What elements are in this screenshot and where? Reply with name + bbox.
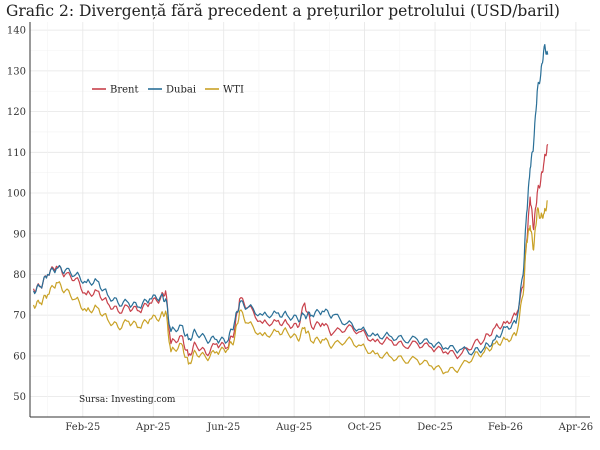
y-tick-label: 130 xyxy=(7,66,26,77)
x-tick-label: Feb-25 xyxy=(65,422,100,433)
y-tick-label: 60 xyxy=(13,351,26,362)
y-tick-label: 70 xyxy=(13,311,26,322)
y-tick-label: 110 xyxy=(7,148,26,159)
x-tick-label: Dec-25 xyxy=(417,422,453,433)
chart-title: Grafic 2: Divergență fără precedent a pr… xyxy=(6,2,560,20)
axis-layer: 50 60 70 80 90 100 110 120 130 140 Feb-25 Apr-25 Jun… xyxy=(7,22,593,433)
source-note: Sursa: Investing.com xyxy=(79,395,176,405)
x-tick-label: Jun-25 xyxy=(206,422,240,433)
series-line-wti xyxy=(32,200,548,375)
x-tick-label: Oct-25 xyxy=(348,422,382,433)
x-tick-label: Feb-26 xyxy=(488,422,523,433)
y-tick-label: 80 xyxy=(13,270,26,281)
plot-background xyxy=(30,22,590,417)
legend: Brent Dubai WTI xyxy=(92,85,244,96)
series-layer xyxy=(32,44,549,375)
y-tick-label: 140 xyxy=(7,26,26,37)
legend-label-dubai: Dubai xyxy=(166,85,196,96)
legend-label-wti: WTI xyxy=(223,85,244,96)
x-tick-label: Apr-25 xyxy=(135,422,171,433)
series-line-dubai xyxy=(32,44,549,356)
y-tick-label: 50 xyxy=(13,392,26,403)
y-tick-label: 120 xyxy=(7,107,26,118)
series-line-brent xyxy=(32,143,549,360)
y-tick-label: 100 xyxy=(7,189,26,200)
y-tick-label: 90 xyxy=(13,229,26,240)
legend-label-brent: Brent xyxy=(110,85,139,96)
x-tick-label: Aug-25 xyxy=(275,422,312,433)
x-tick-label: Apr-26 xyxy=(558,422,594,433)
